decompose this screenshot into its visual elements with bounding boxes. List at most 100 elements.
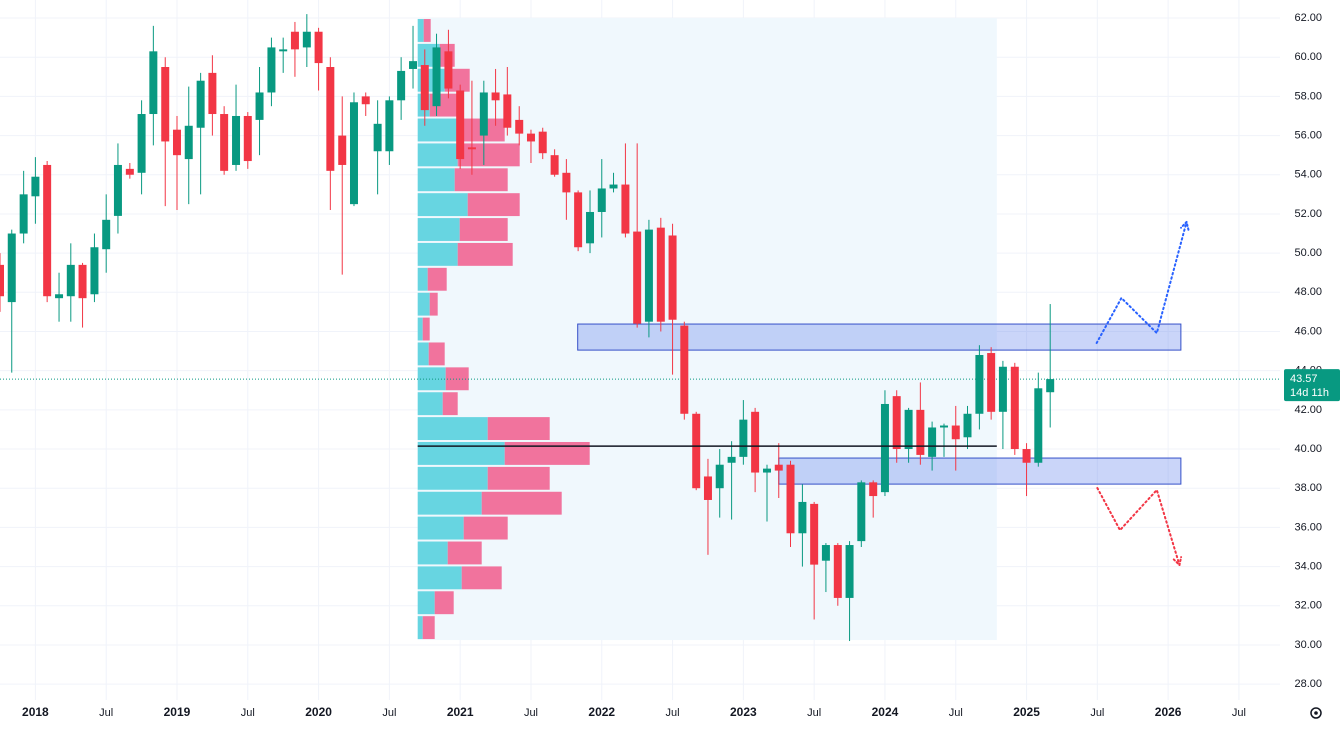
candle-body: [220, 114, 229, 171]
candle-body: [125, 168, 134, 175]
price-layer: [0, 14, 1280, 642]
candle-body: [892, 396, 901, 450]
candle-body: [987, 353, 996, 412]
candle-body: [656, 227, 665, 322]
candle-body: [113, 164, 122, 216]
candle-body: [19, 194, 28, 234]
profile-up-bar: [417, 317, 423, 341]
settings-gear-center[interactable]: [1314, 711, 1318, 715]
profile-up-bar: [417, 267, 428, 291]
candle-body: [208, 72, 217, 115]
profile-down-bar: [459, 218, 508, 241]
profile-up-bar: [417, 19, 424, 42]
candle-body: [904, 409, 913, 450]
x-tick-label: 2023: [730, 705, 757, 719]
candle-body: [361, 96, 370, 105]
y-tick-label: 50.00: [1294, 247, 1322, 259]
candle-body: [644, 229, 653, 322]
y-tick-label: 60.00: [1294, 51, 1322, 63]
candle-body: [869, 482, 878, 497]
y-tick-label: 58.00: [1294, 90, 1322, 102]
candle-body: [526, 133, 535, 142]
candle-body: [763, 468, 772, 473]
profile-down-bar: [461, 566, 502, 590]
candle-body: [456, 90, 465, 160]
candle-body: [609, 184, 618, 189]
profile-up-bar: [417, 466, 488, 490]
x-tick-label: Jul: [949, 707, 963, 719]
candle-body: [821, 545, 830, 561]
x-tick-label: Jul: [524, 707, 538, 719]
candle-body: [196, 80, 205, 128]
profile-down-bar: [467, 193, 520, 217]
candle-body: [798, 501, 807, 534]
candle-body: [43, 164, 52, 297]
profile-down-bar: [447, 541, 482, 565]
candle-body: [373, 123, 382, 152]
candle-body: [975, 354, 984, 414]
candle-body: [739, 419, 748, 457]
candle-body: [1034, 388, 1043, 463]
candle-body: [668, 235, 677, 320]
candle-body: [845, 545, 854, 598]
candle-body: [31, 176, 40, 197]
candle-body: [857, 482, 866, 542]
profile-up-bar: [417, 566, 462, 590]
y-tick-label: 36.00: [1294, 521, 1322, 533]
profile-down-bar: [487, 466, 550, 490]
y-tick-label: 28.00: [1294, 678, 1322, 690]
candle-body: [1022, 449, 1031, 463]
candle-body: [161, 67, 170, 142]
profile-up-bar: [417, 442, 505, 465]
profile-up-bar: [417, 143, 458, 167]
y-tick-label: 38.00: [1294, 482, 1322, 494]
y-tick-label: 32.00: [1294, 600, 1322, 612]
profile-down-bar: [422, 616, 435, 640]
y-tick-label: 56.00: [1294, 129, 1322, 141]
candle-body: [751, 411, 760, 473]
y-tick-label: 46.00: [1294, 325, 1322, 337]
candle-body: [715, 464, 724, 489]
profile-up-bar: [417, 616, 423, 640]
candle-body: [267, 47, 276, 93]
candle-body: [538, 131, 547, 154]
projection-arrowhead: [1172, 556, 1183, 568]
x-tick-label: 2022: [588, 705, 615, 719]
candle-body: [255, 92, 264, 120]
x-tick-label: Jul: [1232, 707, 1246, 719]
candle-body: [963, 413, 972, 438]
y-tick-label: 34.00: [1294, 560, 1322, 572]
candle-body: [420, 65, 429, 111]
settings-gear[interactable]: [1310, 707, 1322, 719]
x-tick-label: 2019: [164, 705, 191, 719]
candle-body: [810, 503, 819, 565]
candle-body: [66, 264, 75, 297]
x-tick-label: 2021: [447, 705, 474, 719]
candle-body: [290, 31, 299, 50]
profile-up-bar: [417, 342, 429, 366]
y-tick-label: 30.00: [1294, 639, 1322, 651]
y-tick-label: 54.00: [1294, 169, 1322, 181]
profile-up-bar: [417, 392, 443, 416]
background-layer: [0, 0, 1280, 700]
candle-body: [621, 184, 630, 234]
candle-body: [385, 100, 394, 152]
candle-body: [7, 233, 16, 303]
candle-body: [491, 92, 500, 101]
x-tick-label: Jul: [241, 707, 255, 719]
candle-body: [232, 115, 241, 165]
y-tick-label: 62.00: [1294, 12, 1322, 24]
profile-down-bar: [434, 591, 454, 615]
profile-down-bar: [429, 292, 438, 316]
candle-body: [409, 61, 418, 69]
profile-down-bar: [423, 19, 431, 42]
candle-body: [1010, 366, 1019, 450]
profile-down-bar: [445, 367, 469, 391]
candle-body: [951, 425, 960, 440]
candle-body: [515, 119, 524, 134]
x-tick-label: Jul: [382, 707, 396, 719]
candle-body: [314, 31, 323, 64]
profile-up-bar: [417, 218, 460, 241]
settings-icon[interactable]: [1310, 707, 1322, 719]
profile-up-bar: [417, 591, 435, 615]
